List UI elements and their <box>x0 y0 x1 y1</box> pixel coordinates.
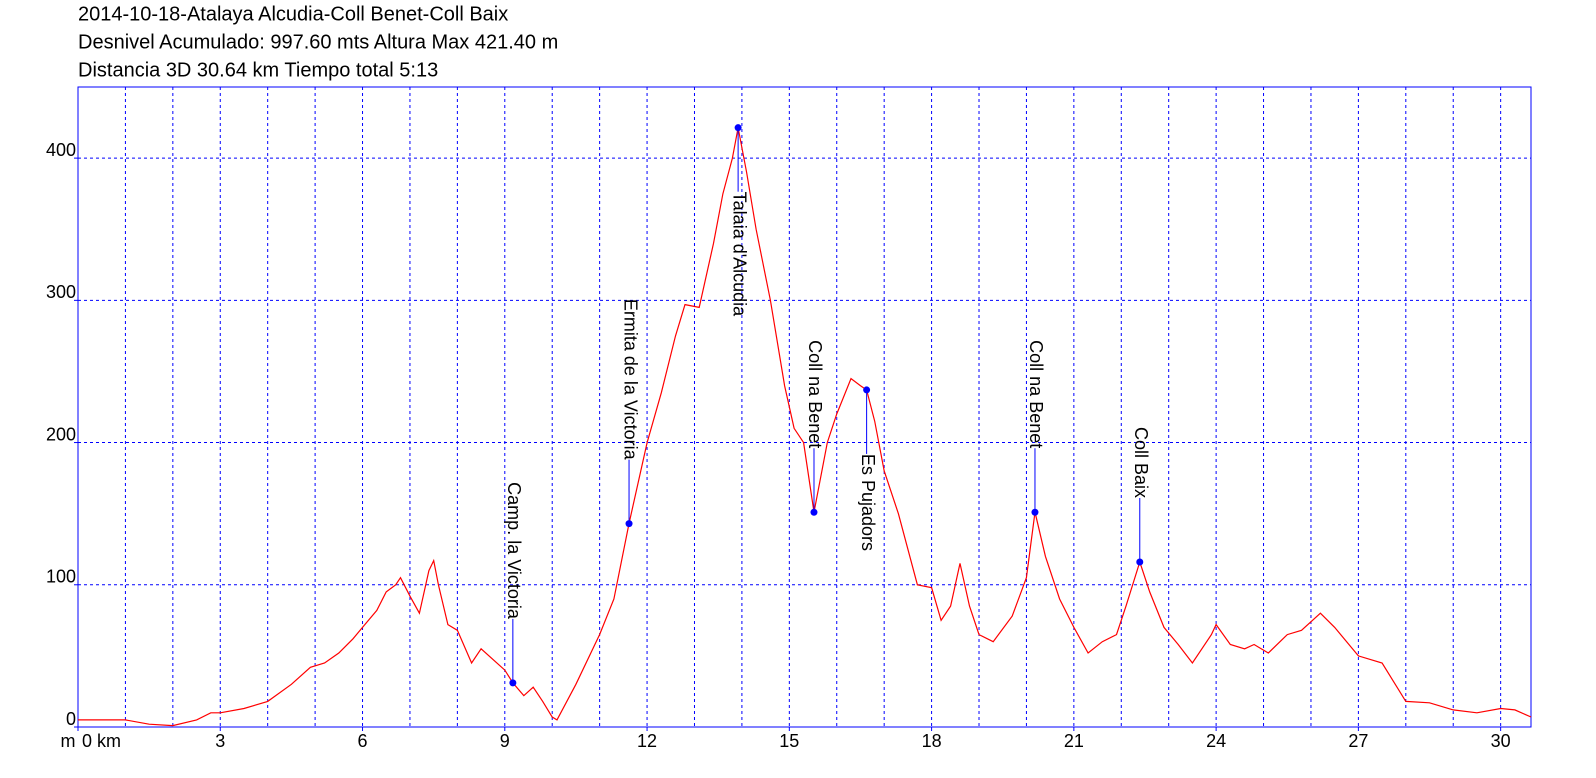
x-tick-label: 0 km <box>82 731 121 751</box>
y-tick-label: 400 <box>46 140 76 160</box>
waypoint-marker <box>625 520 633 528</box>
x-tick-label: 21 <box>1064 731 1084 751</box>
x-tick-label: 6 <box>358 731 368 751</box>
waypoint-label: Coll na Benet <box>1026 340 1046 448</box>
y-tick-label: 100 <box>46 567 76 587</box>
waypoint-label: Coll na Benet <box>805 340 825 448</box>
waypoint-label: Es Pujadors <box>858 454 878 551</box>
waypoint-marker <box>863 386 871 394</box>
x-tick-label: 15 <box>779 731 799 751</box>
waypoint-label: Camp. la Victoria <box>504 482 524 620</box>
x-tick-label: 24 <box>1206 731 1226 751</box>
waypoint-marker <box>734 124 742 132</box>
y-tick-label: 200 <box>46 424 76 444</box>
x-tick-label: 12 <box>637 731 657 751</box>
waypoint-marker <box>1136 558 1144 566</box>
y-tick-label: 300 <box>46 282 76 302</box>
title-line: Distancia 3D 30.64 km Tiempo total 5:13 <box>78 59 438 81</box>
waypoint-marker <box>509 679 517 687</box>
waypoint-label: Talaia d'Alcudia <box>729 192 749 318</box>
waypoint-label: Coll Baix <box>1131 427 1151 498</box>
x-tick-label: 30 <box>1491 731 1511 751</box>
elevation-line <box>78 127 1532 727</box>
x-tick-label: 27 <box>1348 731 1368 751</box>
waypoint-label: Ermita de la Victoria <box>620 299 640 461</box>
y-tick-label: 0 <box>66 709 76 729</box>
title-line: Desnivel Acumulado: 997.60 mts Altura Ma… <box>78 31 558 53</box>
x-tick-label: 9 <box>500 731 510 751</box>
title-line: 2014-10-18-Atalaya Alcudia-Coll Benet-Co… <box>78 3 508 25</box>
waypoint-marker <box>1031 508 1039 516</box>
y-axis-label: m <box>61 731 76 751</box>
x-tick-label: 18 <box>922 731 942 751</box>
plot-frame <box>77 86 1532 728</box>
waypoint-marker <box>810 508 818 516</box>
x-tick-label: 3 <box>215 731 225 751</box>
